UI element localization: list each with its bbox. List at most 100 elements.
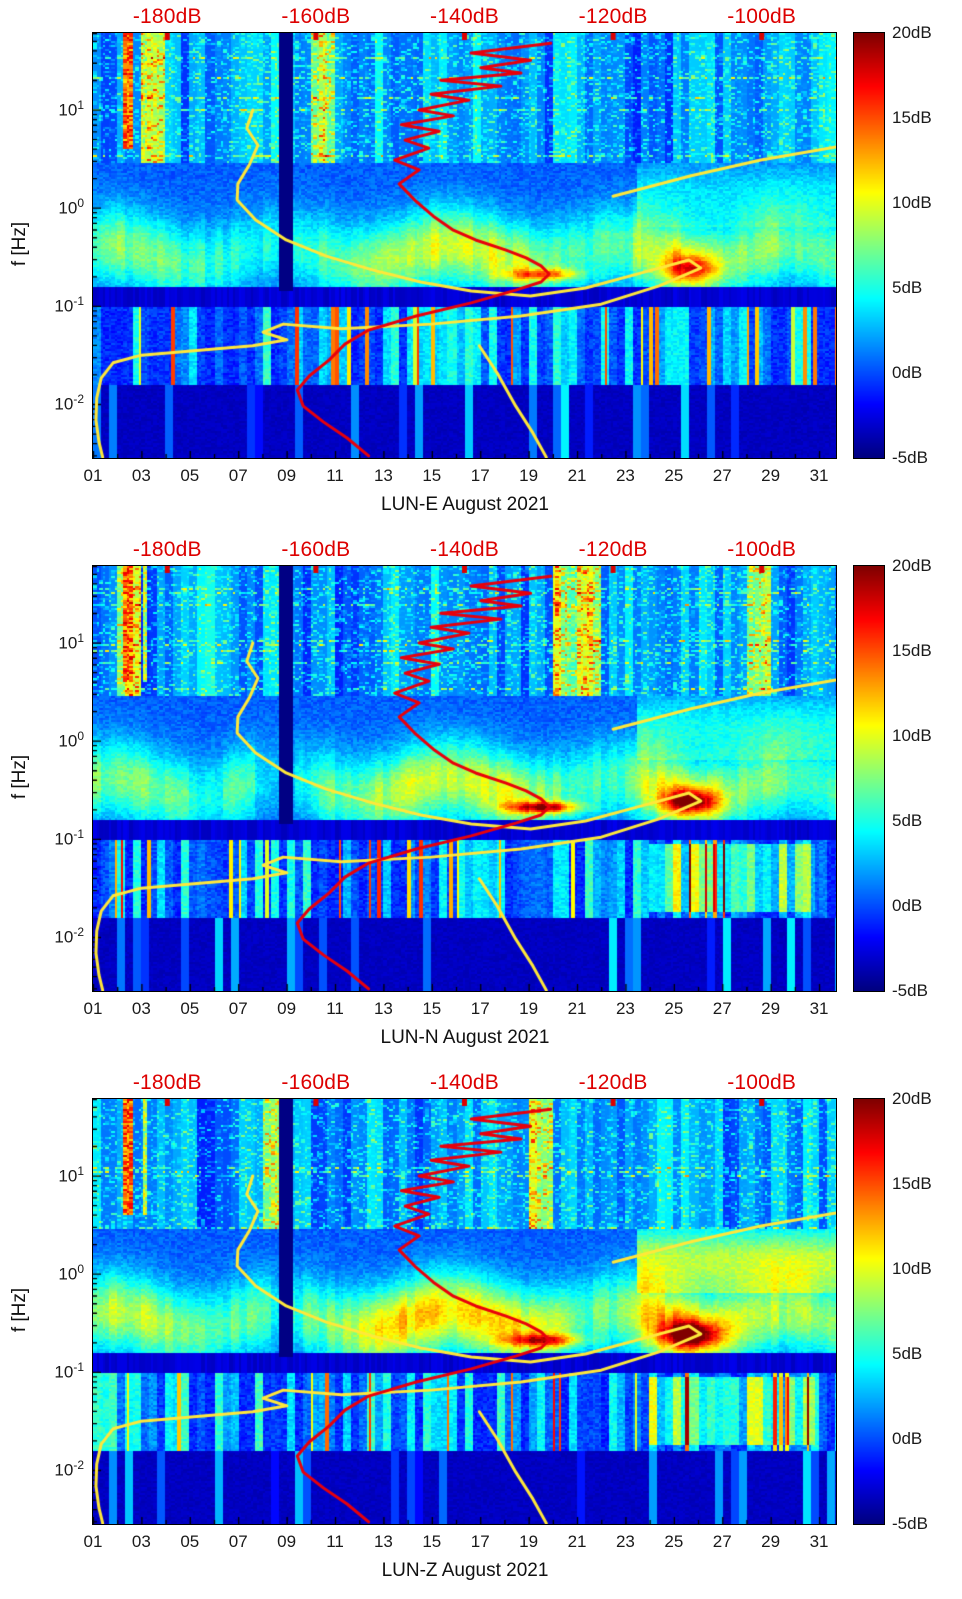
x-tick-label: 21: [567, 1532, 587, 1551]
colorbar-tick-label: 0dB: [892, 363, 923, 382]
top-db-label: -100dB: [727, 538, 797, 561]
top-db-label: -160dB: [281, 5, 351, 28]
x-tick-label: 25: [664, 999, 684, 1018]
colorbar-tick-label: 5dB: [892, 1344, 923, 1363]
top-db-label: -160dB: [281, 1071, 351, 1094]
panel-lun-z: f [Hz] LUN-Z August 2021 -180dB -160dB -14…: [0, 1066, 962, 1599]
colorbar-tick-label: -5dB: [892, 448, 928, 467]
colorbar-canvas: [853, 32, 885, 459]
x-tick-label: 05: [180, 999, 200, 1018]
colorbar-tick-label: 20dB: [892, 556, 932, 575]
x-tick-label: 13: [373, 1532, 393, 1551]
colorbar-tick-label: 5dB: [892, 811, 923, 830]
x-tick-label: 15: [422, 1532, 442, 1551]
colorbar-tick-label: -5dB: [892, 981, 928, 1000]
x-tick-label: 11: [326, 1532, 344, 1551]
colorbar-tick-label: 10dB: [892, 193, 932, 212]
x-tick-label: 31: [809, 1532, 829, 1551]
x-tick-label: 07: [228, 999, 248, 1018]
panel-title: LUN-E August 2021: [381, 494, 549, 515]
x-tick-label: 17: [470, 1532, 490, 1551]
panel-lun-e: f [Hz] LUN-E August 2021 -180dB -160dB -14…: [0, 0, 962, 533]
panel-title: LUN-Z August 2021: [381, 1560, 549, 1581]
colorbar-tick-label: 15dB: [892, 1174, 932, 1193]
colorbar-tick-label: 0dB: [892, 1429, 923, 1448]
x-tick-label: 31: [809, 466, 829, 485]
x-tick-label: 21: [567, 999, 587, 1018]
x-tick-label: 13: [373, 466, 393, 485]
y-tick-label: 100: [58, 1261, 84, 1284]
colorbar-canvas: [853, 565, 885, 992]
x-tick-label: 25: [664, 1532, 684, 1551]
y-tick-label: 10-1: [54, 1359, 84, 1382]
y-tick-label: 10-1: [54, 826, 84, 849]
x-tick-label: 03: [131, 466, 151, 485]
y-tick-label: 101: [58, 97, 84, 120]
y-tick-label: 10-2: [54, 392, 84, 414]
top-db-label: -180dB: [132, 538, 202, 561]
panel-title: LUN-N August 2021: [380, 1027, 550, 1048]
x-tick-label: 07: [228, 1532, 248, 1551]
x-tick-label: 15: [422, 466, 442, 485]
x-tick-label: 19: [519, 466, 539, 485]
x-tick-label: 29: [761, 466, 781, 485]
x-tick-label: 11: [326, 999, 344, 1018]
x-tick-label: 21: [567, 466, 587, 485]
top-db-label: -120dB: [578, 1071, 648, 1094]
x-tick-label: 25: [664, 466, 684, 485]
colorbar-tick-label: 15dB: [892, 108, 932, 127]
x-tick-label: 07: [228, 466, 248, 485]
x-tick-label: 15: [422, 999, 442, 1018]
top-db-label: -140dB: [430, 538, 499, 561]
y-tick-label: 100: [58, 195, 84, 218]
x-tick-label: 27: [712, 466, 732, 485]
top-db-label: -100dB: [727, 5, 797, 28]
panel-lun-n: f [Hz] LUN-N August 2021 -180dB -160dB -14…: [0, 533, 962, 1066]
colorbar-tick-label: 10dB: [892, 1259, 932, 1278]
x-tick-label: 31: [809, 999, 829, 1018]
x-tick-label: 19: [519, 1532, 539, 1551]
colorbar-tick-label: 20dB: [892, 1089, 932, 1108]
x-tick-label: 09: [277, 466, 297, 485]
colorbar-tick-label: 0dB: [892, 896, 923, 915]
spectrogram-canvas-lun-z: [92, 1098, 837, 1525]
colorbar-tick-label: 15dB: [892, 641, 932, 660]
top-db-label: -160dB: [281, 538, 351, 561]
colorbar-tick-label: 5dB: [892, 278, 923, 297]
y-tick-label: 101: [58, 630, 84, 653]
colorbar-tick-label: 10dB: [892, 726, 932, 745]
top-db-label: -140dB: [430, 5, 499, 28]
x-tick-label: 17: [470, 466, 490, 485]
x-tick-label: 29: [761, 999, 781, 1018]
x-tick-label: 01: [83, 1532, 103, 1551]
x-tick-label: 01: [83, 999, 103, 1018]
x-tick-label: 13: [373, 999, 393, 1018]
y-tick-label: 10-2: [54, 925, 84, 947]
x-tick-label: 23: [615, 999, 635, 1018]
x-tick-label: 03: [131, 999, 151, 1018]
top-db-label: -180dB: [132, 1071, 202, 1094]
top-db-label: -140dB: [430, 1071, 499, 1094]
top-db-label: -100dB: [727, 1071, 797, 1094]
x-tick-label: 11: [326, 466, 344, 485]
x-tick-label: 09: [277, 999, 297, 1018]
x-tick-label: 09: [277, 1532, 297, 1551]
x-tick-label: 27: [712, 1532, 732, 1551]
x-tick-label: 17: [470, 999, 490, 1018]
y-axis-label: f [Hz]: [9, 1287, 30, 1333]
top-db-label: -120dB: [578, 538, 648, 561]
top-db-label: -180dB: [132, 5, 202, 28]
y-axis-label: f [Hz]: [9, 221, 30, 267]
colorbar-canvas: [853, 1098, 885, 1525]
x-tick-label: 03: [131, 1532, 151, 1551]
y-tick-label: 100: [58, 728, 84, 751]
x-tick-label: 05: [180, 466, 200, 485]
top-db-label: -120dB: [578, 5, 648, 28]
x-tick-label: 27: [712, 999, 732, 1018]
x-tick-label: 23: [615, 1532, 635, 1551]
y-tick-label: 101: [58, 1163, 84, 1186]
x-tick-label: 19: [519, 999, 539, 1018]
x-tick-label: 01: [83, 466, 103, 485]
spectrogram-canvas-lun-e: [92, 32, 837, 459]
